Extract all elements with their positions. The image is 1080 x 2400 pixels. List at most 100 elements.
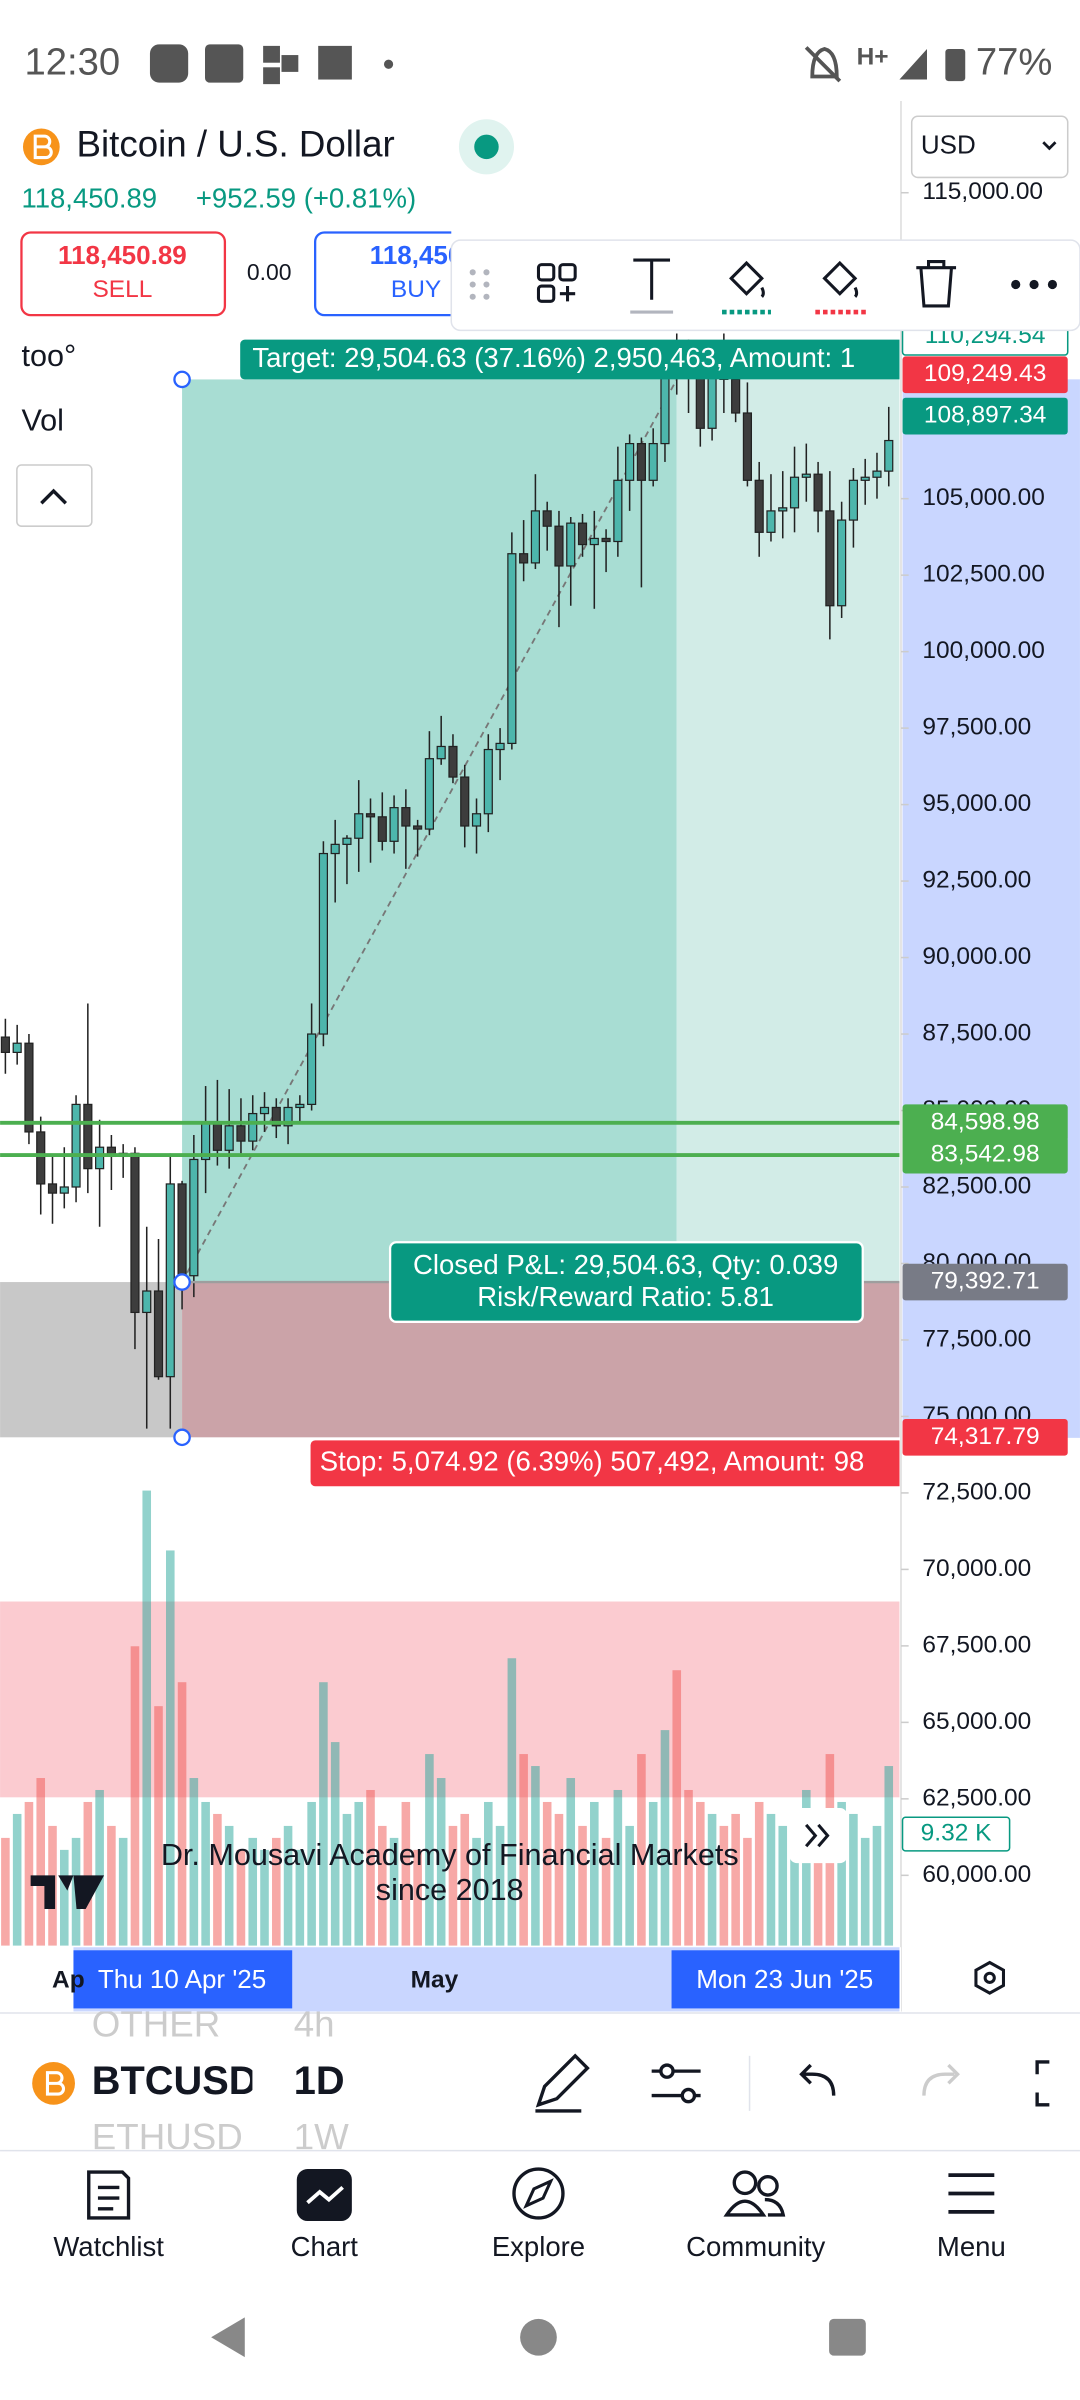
delete-icon[interactable]	[916, 260, 957, 308]
template-icon[interactable]	[536, 263, 577, 303]
candle-body	[884, 439, 894, 472]
volume-bar	[672, 1670, 682, 1946]
nav-label[interactable]: Watchlist	[53, 2231, 164, 2262]
tool-handle[interactable]	[173, 1273, 191, 1291]
volume-bar	[448, 1825, 458, 1946]
interval-option[interactable]: 1W	[294, 2117, 349, 2158]
volume-bar	[731, 1813, 740, 1946]
volume-bar	[142, 1490, 152, 1946]
tool-handle[interactable]	[173, 370, 191, 389]
signal-icon	[899, 48, 927, 80]
candle-body	[413, 825, 423, 830]
volume-bar	[154, 1706, 163, 1946]
interval-picker[interactable]: 4h 1D 1W	[294, 2003, 349, 2157]
candle-body	[224, 1125, 234, 1151]
volume-bar	[578, 1825, 587, 1946]
buy-label: BUY	[391, 276, 441, 303]
y-tick-label: 62,500.00	[922, 1784, 1031, 1811]
fullscreen-icon[interactable]	[1035, 2060, 1050, 2107]
nav-label[interactable]: Explore	[492, 2231, 585, 2262]
app-icon	[263, 45, 299, 85]
indicator-name[interactable]: Vol	[21, 403, 64, 437]
symbol-picker[interactable]: OTHER BTCUSD ETHUSD	[32, 2003, 257, 2157]
interval-option[interactable]: 4h	[294, 2003, 335, 2044]
status-bar: 12:30 H+ 77%	[25, 40, 1052, 85]
scroll-right-button[interactable]	[789, 1808, 848, 1864]
pnl-label: Closed P&L: 29,504.63, Qty: 0.039	[413, 1249, 838, 1280]
volume-bar	[401, 1801, 411, 1946]
home-button[interactable]	[520, 2318, 557, 2356]
volume-bar	[707, 1813, 717, 1946]
volume-bar	[884, 1766, 894, 1946]
interval-selected[interactable]: 1D	[294, 2059, 345, 2103]
volume-bar	[625, 1825, 634, 1946]
currency-select[interactable]	[910, 115, 1069, 179]
price-badge-label: 74,317.79	[931, 1423, 1040, 1450]
redo-icon[interactable]	[922, 2063, 960, 2096]
watchlist-icon[interactable]	[87, 2170, 131, 2220]
undo-icon[interactable]	[799, 2063, 836, 2096]
explore-icon[interactable]	[512, 2167, 565, 2220]
candle-body	[754, 479, 764, 533]
candle-body	[389, 807, 399, 842]
stop-label: Stop: 5,074.92 (6.39%) 507,492, Amount: …	[320, 1446, 865, 1477]
volume-bar	[189, 1778, 199, 1946]
symbol-selected[interactable]: BTCUSD	[92, 2059, 258, 2103]
last-price: 118,450.89	[21, 183, 157, 214]
nav-label[interactable]: Community	[686, 2231, 825, 2262]
range-start-badge	[73, 1950, 293, 2009]
price-badge-label: 79,392.71	[931, 1268, 1040, 1295]
candle-body	[731, 378, 741, 414]
indicators-icon[interactable]	[651, 2063, 701, 2104]
axis-range-highlight	[902, 379, 1080, 1438]
text-icon[interactable]	[630, 258, 674, 314]
app-icon	[318, 45, 352, 80]
symbol-name[interactable]: Bitcoin / U.S. Dollar	[77, 124, 395, 165]
collapse-button[interactable]	[16, 464, 93, 527]
candle-body	[271, 1106, 281, 1127]
dropdown-arrow	[1042, 141, 1057, 151]
nav-label[interactable]: Menu	[937, 2231, 1006, 2262]
tool-handle[interactable]	[173, 1428, 191, 1447]
sell-button[interactable]	[20, 231, 227, 317]
more-icon[interactable]	[1011, 279, 1058, 290]
fill-icon[interactable]	[722, 260, 771, 315]
community-icon[interactable]	[723, 2170, 786, 2217]
settings-icon[interactable]	[974, 1960, 1006, 1995]
volume-bar	[684, 1789, 693, 1946]
back-button[interactable]	[211, 2317, 245, 2358]
buy-button[interactable]	[313, 231, 518, 317]
more-dot	[383, 59, 394, 69]
volume-bar	[342, 1813, 352, 1946]
sell-label: SELL	[92, 276, 152, 303]
btc-logo-glyph	[33, 134, 53, 160]
battery-icon	[945, 48, 966, 82]
candle-body	[71, 1103, 81, 1188]
menu-icon[interactable]	[948, 2173, 995, 2214]
candle-body	[424, 758, 434, 830]
price-change: +952.59 (+0.81%)	[196, 183, 416, 214]
candle-body	[377, 816, 387, 842]
candle-body	[12, 1042, 22, 1054]
draw-icon[interactable]	[535, 2053, 590, 2113]
indicator-name[interactable]: too°	[21, 339, 76, 373]
volume-bar	[330, 1742, 340, 1946]
nav-label[interactable]: Chart	[291, 2231, 359, 2262]
candle-body	[36, 1131, 46, 1185]
volume-bar	[295, 1849, 305, 1946]
symbol-option[interactable]: ETHUSD	[92, 2117, 243, 2158]
target-label-group: Target: 29,504.63 (37.16%) 2,950,463, Am…	[240, 339, 900, 380]
recents-button[interactable]	[829, 2318, 866, 2356]
drawing-toolbar	[450, 239, 1080, 332]
volume-bar	[201, 1801, 210, 1946]
volume-bar	[542, 1801, 552, 1946]
candle-body	[153, 1290, 164, 1378]
symbol-option[interactable]: OTHER	[92, 2003, 220, 2044]
drag-handle[interactable]	[469, 269, 490, 300]
explore-needle	[523, 2178, 554, 2209]
candle-body	[47, 1183, 58, 1194]
candle-body	[189, 1158, 199, 1277]
fill-icon[interactable]	[815, 260, 868, 315]
